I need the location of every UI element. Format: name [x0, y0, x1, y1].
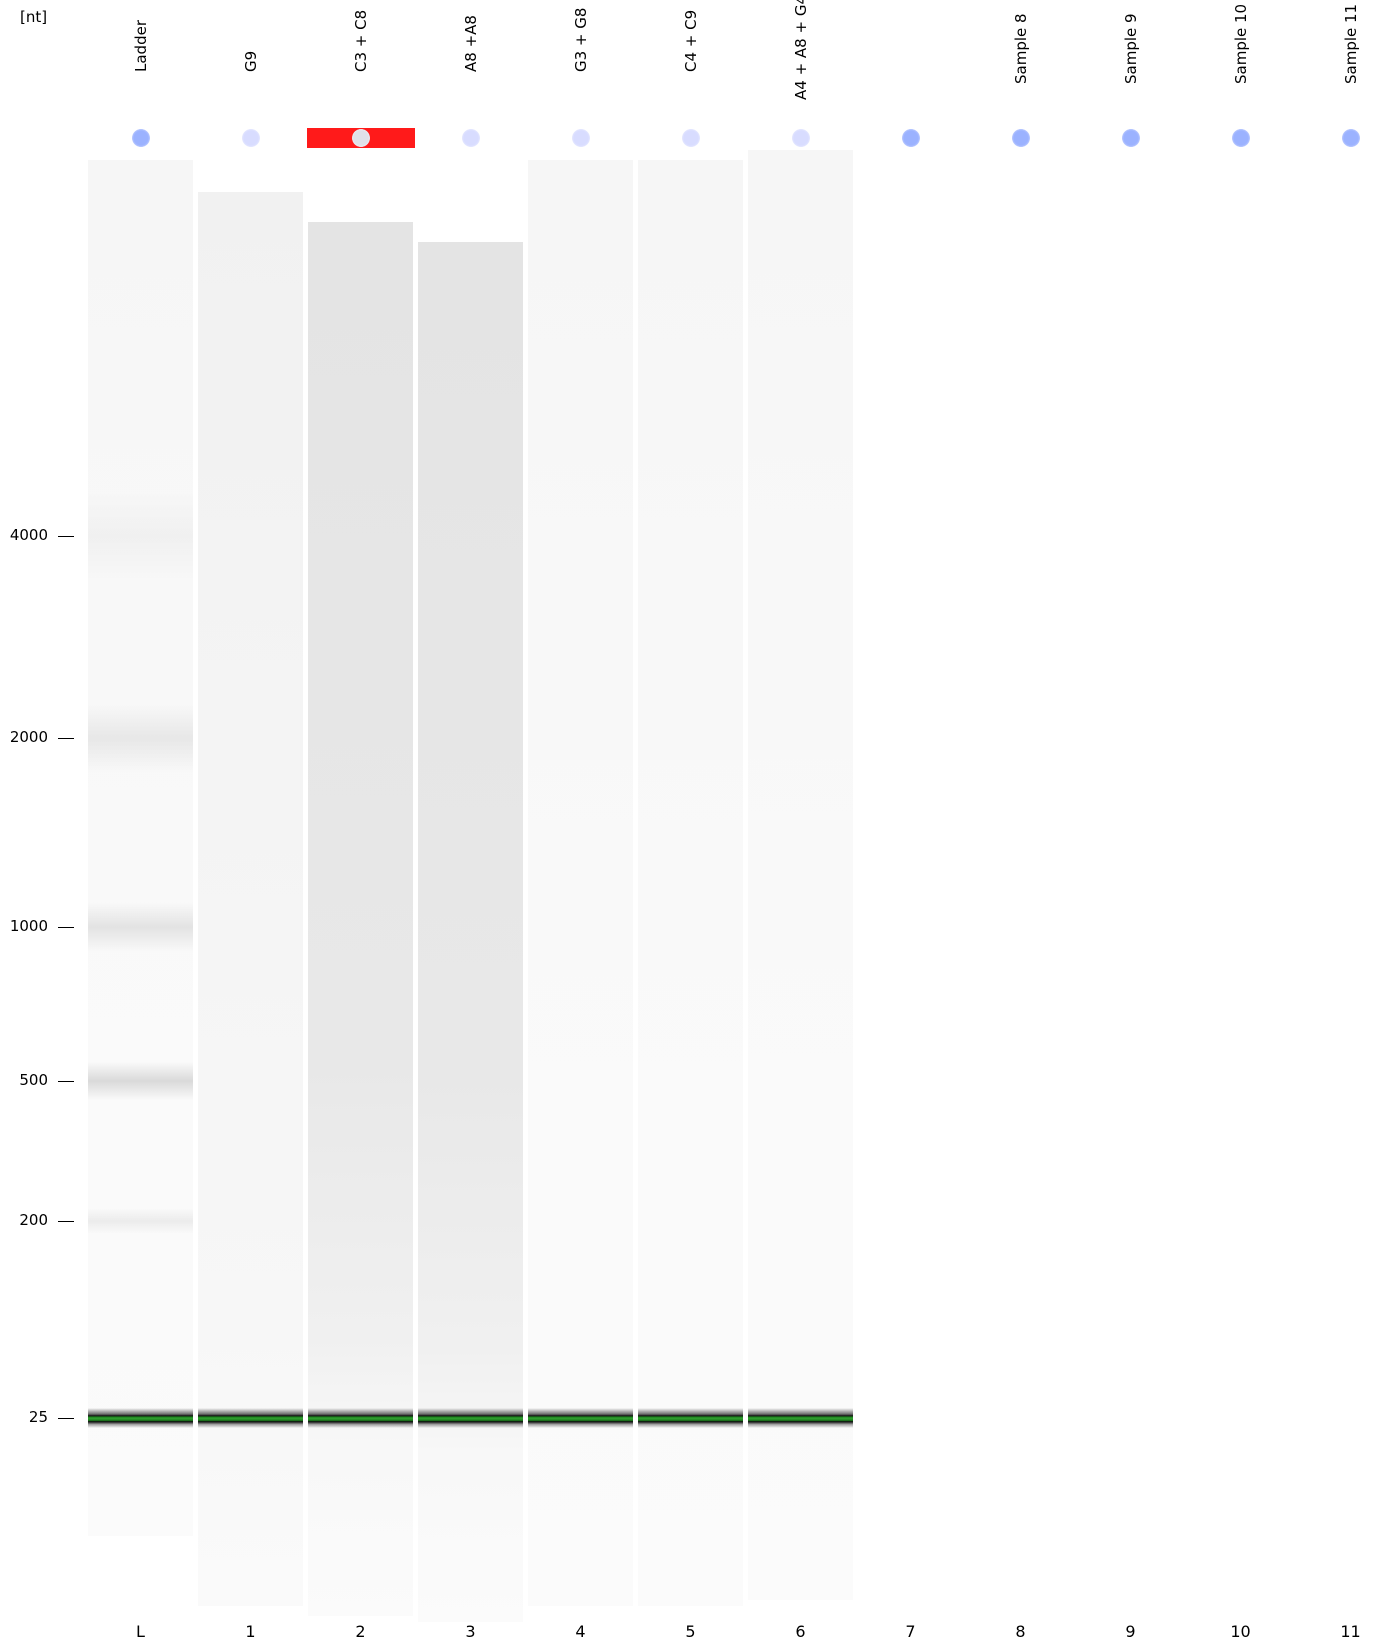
lane-title[interactable]: Sample 8: [1006, 0, 1036, 120]
lane-number: 1: [245, 1622, 256, 1641]
gel-lane[interactable]: [638, 160, 743, 1606]
lane-well-dot[interactable]: [1011, 129, 1030, 147]
lane-number: 7: [905, 1622, 916, 1641]
size-tick-mark: [58, 738, 74, 739]
ladder-band: [88, 703, 193, 773]
gel-lane[interactable]: [88, 160, 193, 1536]
marker-band: [418, 1408, 523, 1428]
lane-number: 8: [1015, 1622, 1026, 1641]
lane-well-dot[interactable]: [791, 129, 810, 147]
lane-number: 11: [1340, 1622, 1361, 1641]
lane-well-dot[interactable]: [241, 129, 260, 147]
marker-band: [88, 1408, 193, 1428]
lane-title[interactable]: C3 + C8: [346, 0, 376, 120]
gel-lane[interactable]: [418, 242, 523, 1622]
size-tick-label: 25: [28, 1408, 48, 1426]
lane-number: 10: [1230, 1622, 1251, 1641]
lane-title-text: A8 +A8: [461, 15, 480, 72]
marker-band: [308, 1408, 413, 1428]
size-tick-mark: [58, 1081, 74, 1082]
ladder-band: [88, 902, 193, 952]
gel-lane[interactable]: [198, 192, 303, 1606]
lane-title-text: Sample 11: [1341, 3, 1360, 84]
lane-title[interactable]: Ladder: [126, 0, 156, 120]
lane-title-text: Sample 8: [1011, 13, 1030, 84]
lane-title[interactable]: A4 + A8 + G4: [786, 0, 816, 120]
lane-title-text: G9: [241, 50, 260, 72]
lane-title[interactable]: A8 +A8: [456, 0, 486, 120]
size-tick-label: 2000: [9, 728, 48, 746]
lane-title[interactable]: Sample 9: [1116, 0, 1146, 120]
size-tick-mark: [58, 1221, 74, 1222]
marker-band: [748, 1408, 853, 1428]
gel-lane[interactable]: [528, 160, 633, 1606]
lane-well-dot[interactable]: [681, 129, 700, 147]
lane-title-text: Sample 10: [1231, 3, 1250, 84]
lane-well-dot[interactable]: [351, 129, 370, 147]
size-tick-label: 500: [19, 1071, 48, 1089]
marker-band: [528, 1408, 633, 1428]
lane-title-text: Sample 9: [1121, 13, 1140, 84]
lane-number: 6: [795, 1622, 806, 1641]
ladder-band: [88, 491, 193, 581]
ladder-band: [88, 1062, 193, 1100]
size-tick-label: 1000: [9, 917, 48, 935]
lane-number: 4: [575, 1622, 586, 1641]
gel-lane[interactable]: [308, 222, 413, 1616]
lane-number: 9: [1125, 1622, 1136, 1641]
size-tick-mark: [58, 1418, 74, 1419]
size-tick-label: 200: [19, 1211, 48, 1229]
ladder-band: [88, 1208, 193, 1234]
lane-title[interactable]: Sample 10: [1226, 0, 1256, 120]
lane-number: 3: [465, 1622, 476, 1641]
marker-band: [638, 1408, 743, 1428]
lane-number: 2: [355, 1622, 366, 1641]
gel-lane[interactable]: [748, 150, 853, 1600]
lane-title-text: G3 + G8: [571, 7, 590, 72]
lane-title-text: A4 + A8 + G4: [791, 0, 810, 100]
lane-well-dot[interactable]: [461, 129, 480, 147]
lane-well-dot[interactable]: [571, 129, 590, 147]
lane-title[interactable]: G9: [236, 0, 266, 120]
lane-number: L: [136, 1622, 145, 1641]
lane-title[interactable]: G3 + G8: [566, 0, 596, 120]
marker-band: [198, 1408, 303, 1428]
lane-title-text: C3 + C8: [351, 9, 370, 72]
lane-well-dot[interactable]: [1231, 129, 1250, 147]
size-tick-mark: [58, 927, 74, 928]
lane-well-dot[interactable]: [1121, 129, 1140, 147]
lane-well-dot[interactable]: [901, 129, 920, 147]
lane-title[interactable]: Sample 11: [1336, 0, 1366, 120]
unit-label: [nt]: [20, 8, 48, 26]
lane-number: 5: [685, 1622, 696, 1641]
size-tick-mark: [58, 536, 74, 537]
lane-title-text: C4 + C9: [681, 9, 700, 72]
lane-title[interactable]: C4 + C9: [676, 0, 706, 120]
lane-title-text: Ladder: [131, 20, 150, 72]
lane-well-dot[interactable]: [1341, 129, 1360, 147]
lane-title[interactable]: [896, 0, 926, 120]
lane-well-dot[interactable]: [131, 129, 150, 147]
size-tick-label: 4000: [9, 526, 48, 544]
